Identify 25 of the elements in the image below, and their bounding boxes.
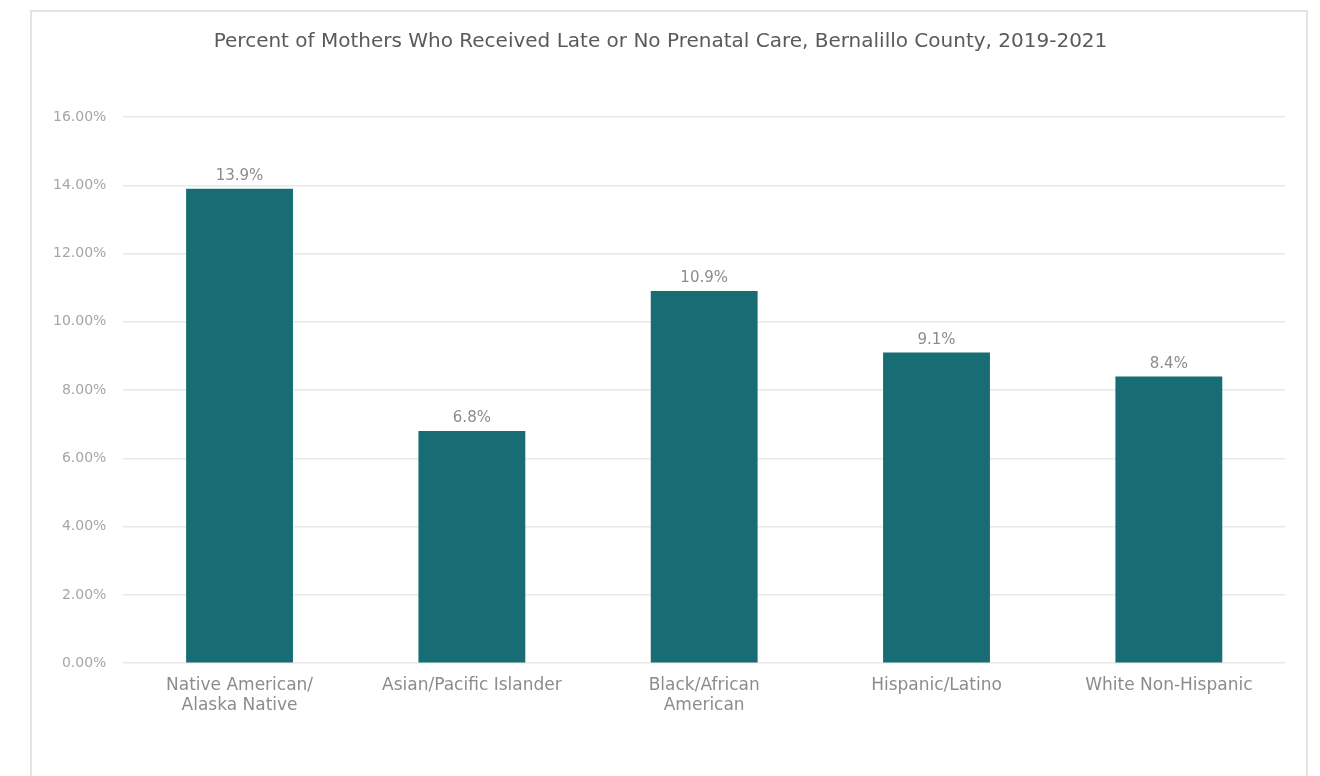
bar	[186, 188, 293, 663]
y-tick-label: 16.00%	[52, 107, 107, 124]
y-tick-label: 2.00%	[61, 585, 107, 602]
y-tick-label: 8.00%	[61, 380, 107, 397]
y-tick-label: 14.00%	[52, 175, 107, 192]
x-tick-label: White Non-Hispanic	[1085, 673, 1253, 694]
bar	[1115, 376, 1223, 663]
data-label: 9.1%	[917, 329, 956, 348]
data-label: 8.4%	[1149, 353, 1188, 372]
x-tick-label: Black/African American	[648, 673, 760, 715]
bar	[650, 291, 758, 663]
y-tick-label: 4.00%	[61, 517, 107, 534]
chart-title: Percent of Mothers Who Received Late or No Prenatal Care, Bernalillo County, 2019-2021	[213, 28, 1108, 53]
data-label: 10.9%	[680, 268, 729, 287]
data-label: 13.9%	[215, 166, 264, 185]
bar	[883, 352, 990, 663]
y-tick-label: 10.00%	[52, 312, 107, 329]
data-label: 6.8%	[452, 408, 491, 427]
y-tick-label: 6.00%	[61, 449, 107, 466]
x-tick-label: Hispanic/Latino	[871, 673, 1002, 694]
y-tick-label: 12.00%	[52, 244, 107, 261]
y-tick-label: 0.00%	[61, 653, 107, 670]
x-tick-label: Asian/Pacific Islander	[382, 673, 562, 694]
x-tick-label: Native American/Alaska Native	[166, 673, 314, 715]
bar	[418, 431, 526, 663]
